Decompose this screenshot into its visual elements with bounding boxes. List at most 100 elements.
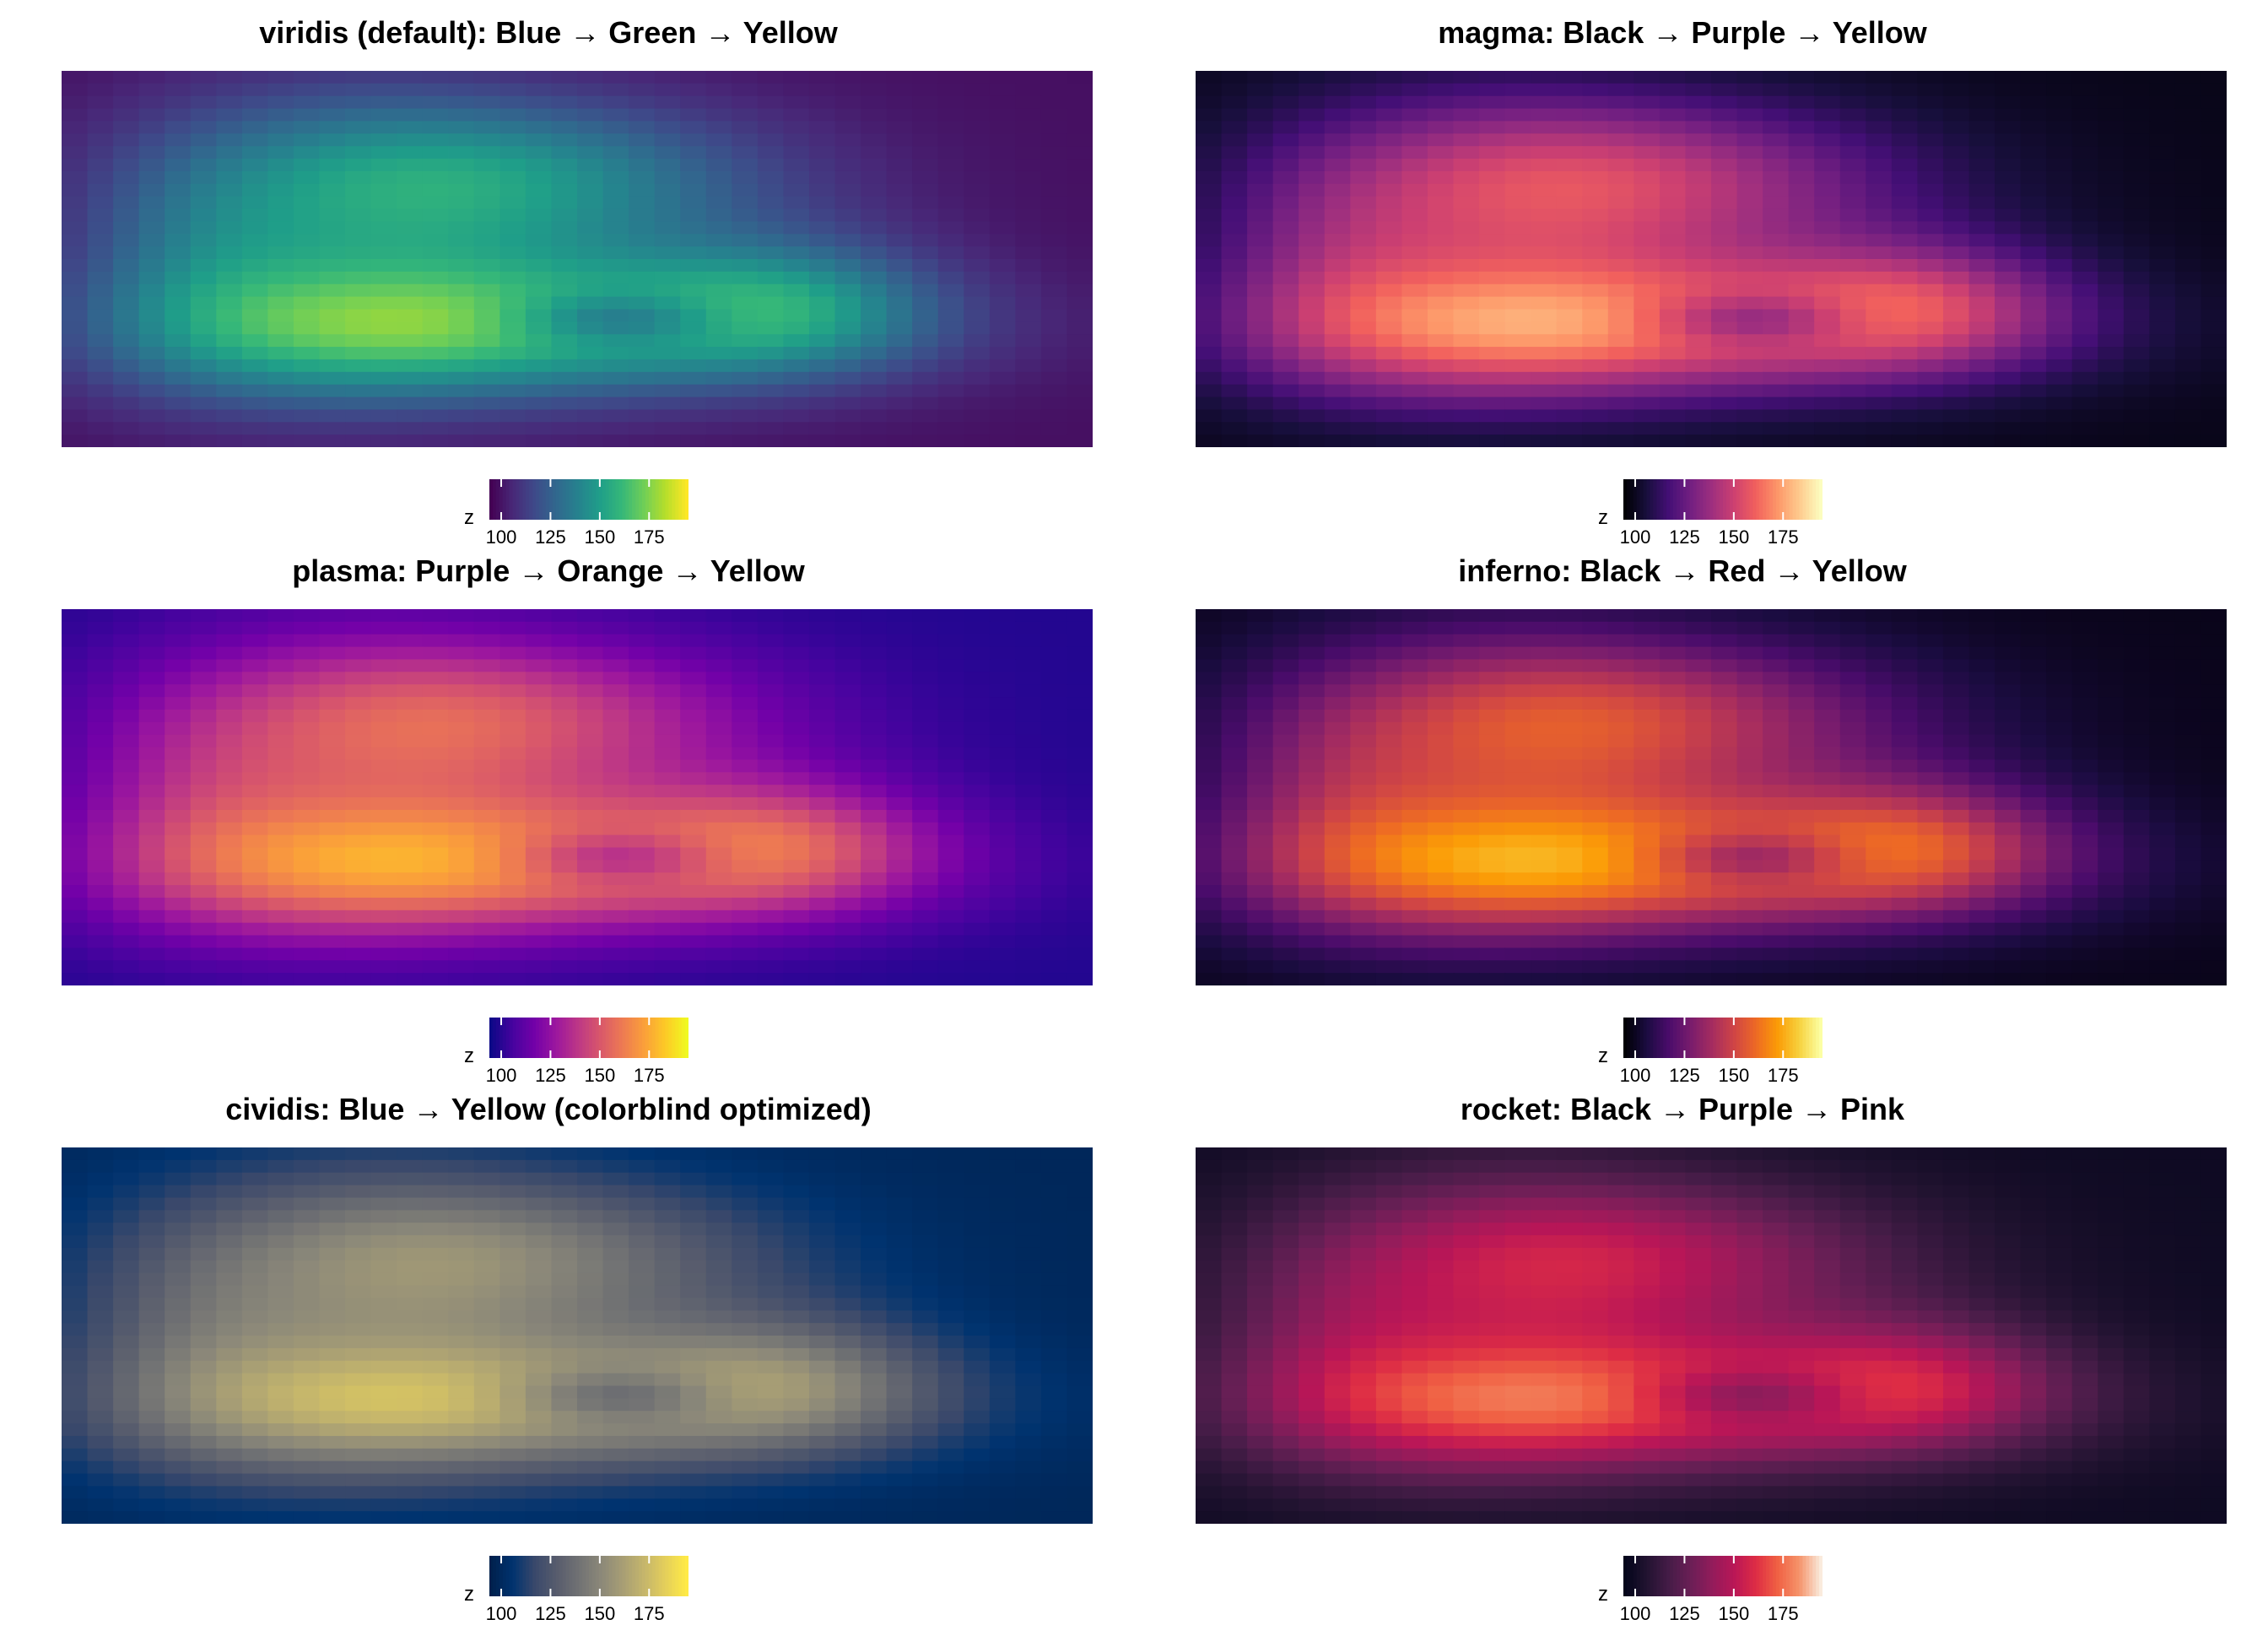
heatmap-cell <box>267 634 294 648</box>
heatmap-cell <box>1066 159 1093 172</box>
heatmap-cell <box>1892 334 1918 348</box>
heatmap-cell <box>242 609 268 623</box>
heatmap-cell <box>1401 133 1428 147</box>
heatmap-cell <box>1247 234 1273 247</box>
heatmap-cell <box>371 133 397 147</box>
heatmap-cell <box>2124 960 2150 974</box>
heatmap-cell <box>500 910 526 924</box>
heatmap-cell <box>423 885 449 899</box>
heatmap-cell <box>1222 659 1248 672</box>
heatmap-cell <box>242 71 268 84</box>
heatmap-cell <box>1995 234 2021 247</box>
heatmap-cell <box>2098 772 2124 786</box>
heatmap-cell <box>1866 785 1892 798</box>
heatmap-cell <box>629 221 655 235</box>
heatmap-cell <box>835 234 861 247</box>
heatmap-cell <box>1634 96 1660 110</box>
heatmap-cell <box>1917 159 1943 172</box>
heatmap-cell <box>732 221 758 235</box>
colorbar-segment <box>546 1018 550 1058</box>
heatmap-cell <box>809 735 835 748</box>
heatmap-cell <box>783 184 809 197</box>
heatmap-cell <box>1943 872 1969 886</box>
heatmap-cell <box>1660 197 1686 210</box>
heatmap-cell <box>732 647 758 661</box>
heatmap-cell <box>1737 297 1763 310</box>
heatmap-cell <box>345 321 371 335</box>
heatmap-cell <box>783 359 809 373</box>
heatmap-cell <box>2149 409 2175 423</box>
heatmap-cell <box>113 171 139 185</box>
heatmap-cell <box>912 321 938 335</box>
heatmap-cell <box>1789 359 1815 373</box>
heatmap-cell <box>1557 422 1583 435</box>
heatmap-cell <box>1350 297 1376 310</box>
heatmap-cell <box>912 722 938 736</box>
heatmap-cell <box>294 209 320 223</box>
heatmap-cell <box>397 133 423 147</box>
heatmap-cell <box>2175 259 2201 273</box>
heatmap-cell <box>2200 823 2227 836</box>
heatmap-cell <box>1634 684 1660 698</box>
heatmap-cell <box>1505 71 1531 84</box>
heatmap-cell <box>2200 872 2227 886</box>
heatmap-cell <box>1737 146 1763 159</box>
heatmap-cell <box>1582 159 1608 172</box>
heatmap-cell <box>835 898 861 911</box>
heatmap-cell <box>1789 109 1815 122</box>
heatmap-cell <box>526 872 552 886</box>
heatmap-cell <box>371 272 397 285</box>
heatmap-cell <box>1660 297 1686 310</box>
heatmap-cell <box>1866 209 1892 223</box>
heatmap-cell <box>629 973 655 985</box>
heatmap-cell <box>1428 334 1454 348</box>
heatmap-cell <box>577 860 603 873</box>
colorbar-segment <box>522 1018 526 1058</box>
heatmap-cell <box>577 246 603 260</box>
heatmap-cell <box>165 609 191 623</box>
heatmap-cell <box>371 609 397 623</box>
heatmap-cell <box>1350 910 1376 924</box>
heatmap-cell <box>2021 209 2047 223</box>
heatmap-cell <box>1814 872 1840 886</box>
heatmap-cell <box>500 659 526 672</box>
heatmap-cell <box>216 672 242 685</box>
heatmap-cell <box>1531 197 1557 210</box>
heatmap-cell <box>1995 309 2021 322</box>
heatmap-cell <box>861 647 887 661</box>
heatmap-cell <box>1066 171 1093 185</box>
heatmap-cell <box>1350 71 1376 84</box>
heatmap-cell <box>2021 297 2047 310</box>
heatmap-cell <box>1401 947 1428 961</box>
heatmap-cell <box>1376 284 1402 298</box>
colorbar-segment <box>639 479 643 520</box>
heatmap-cell <box>2200 898 2227 911</box>
heatmap-cell <box>1995 672 2021 685</box>
heatmap-cell <box>1350 960 1376 974</box>
heatmap-cell <box>629 697 655 710</box>
heatmap-cell <box>1531 184 1557 197</box>
heatmap-cell <box>1299 159 1325 172</box>
heatmap-cell <box>1995 221 2021 235</box>
colorbar-segment <box>1720 479 1724 520</box>
heatmap-cell <box>783 748 809 761</box>
heatmap-cell <box>938 359 964 373</box>
heatmap-cell <box>1660 184 1686 197</box>
heatmap-cell <box>1866 910 1892 924</box>
heatmap-cell <box>500 272 526 285</box>
heatmap-cell <box>371 321 397 335</box>
heatmap-cell <box>320 697 346 710</box>
heatmap-cell <box>835 372 861 386</box>
colorbar-segment <box>559 1018 564 1058</box>
heatmap-cell <box>758 121 784 134</box>
heatmap-cell <box>551 634 577 648</box>
heatmap-cell <box>2021 146 2047 159</box>
heatmap-cell <box>1814 697 1840 710</box>
heatmap-cell <box>990 684 1016 698</box>
heatmap-cell <box>732 159 758 172</box>
heatmap-cell <box>2175 797 2201 811</box>
heatmap-cell <box>706 221 732 235</box>
heatmap-cell <box>1608 634 1634 648</box>
colorbar-segment <box>572 479 576 520</box>
colorbar-segment <box>639 1018 643 1058</box>
